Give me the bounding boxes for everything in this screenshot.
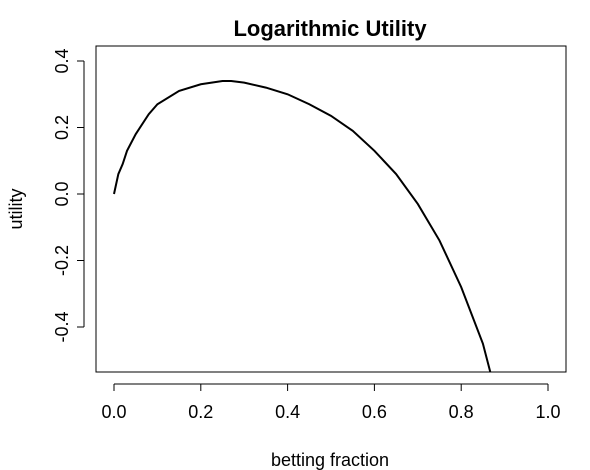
x-tick-label: 0.8 (449, 402, 474, 422)
x-tick-label: 0.2 (188, 402, 213, 422)
y-axis-label: utility (6, 188, 26, 229)
x-tick-label: 0.6 (362, 402, 387, 422)
chart-title: Logarithmic Utility (233, 16, 427, 41)
x-tick-label: 0.4 (275, 402, 300, 422)
x-axis: 0.0 0.2 0.4 0.6 0.8 1.0 (101, 383, 561, 422)
x-axis-label: betting fraction (271, 450, 389, 470)
x-tick-label: 1.0 (535, 402, 560, 422)
series-line-utility (113, 79, 492, 373)
y-tick-label: 0.2 (52, 115, 72, 140)
y-axis: -0.4 -0.2 0.0 0.2 0.4 (52, 48, 85, 343)
y-tick-label: -0.2 (52, 245, 72, 276)
plot-area-frame (95, 45, 567, 373)
y-tick-label: -0.4 (52, 311, 72, 342)
y-tick-label: 0.4 (52, 48, 72, 73)
x-tick-label: 0.0 (101, 402, 126, 422)
y-tick-label: 0.0 (52, 181, 72, 206)
